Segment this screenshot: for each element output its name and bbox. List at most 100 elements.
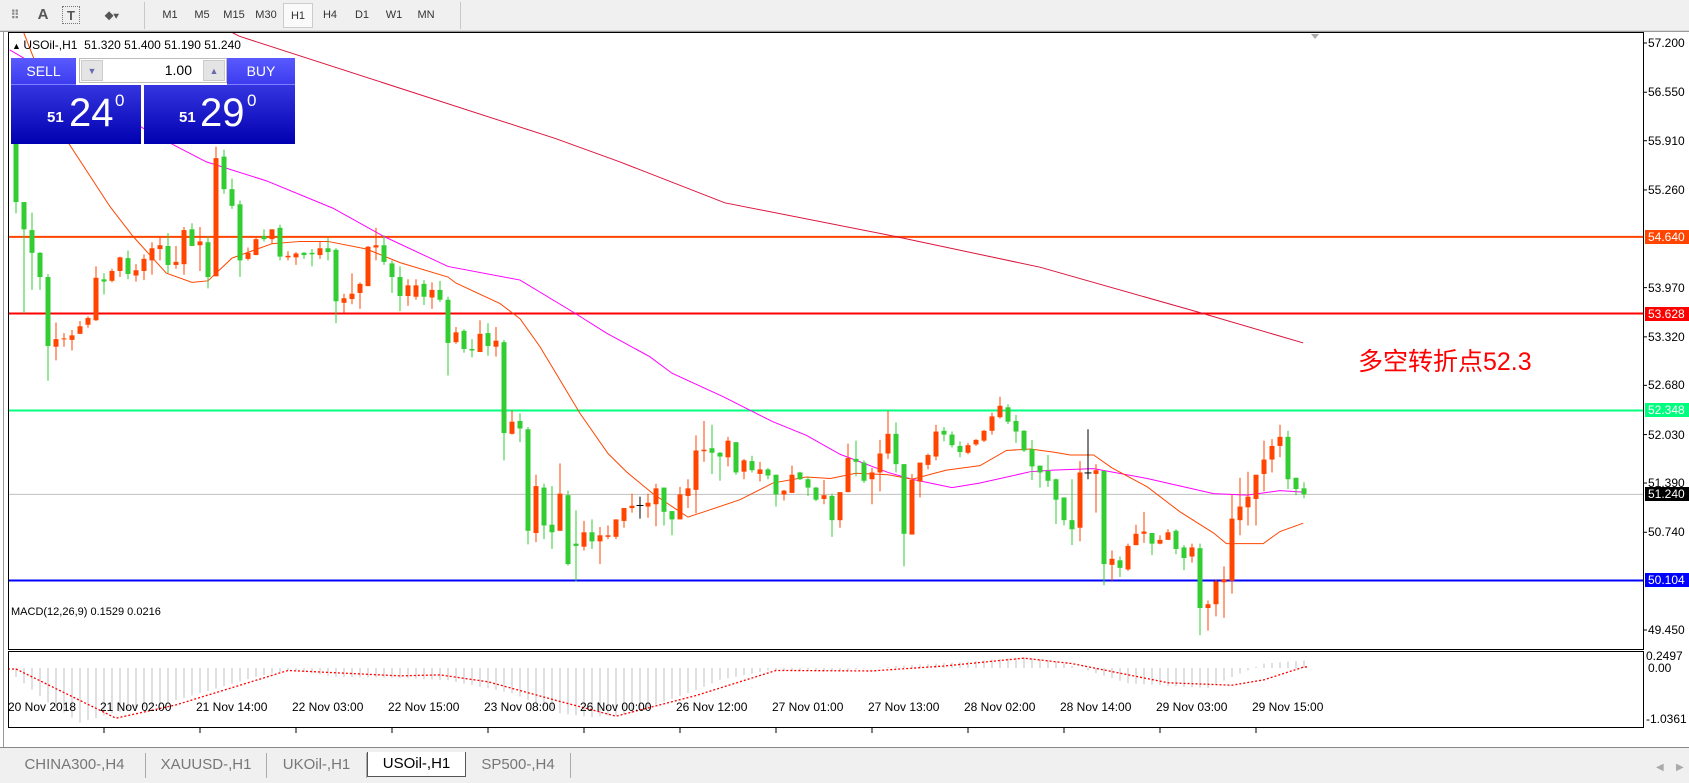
timeframe-m15-button[interactable]: M15: [223, 9, 245, 21]
time-axis-label: 23 Nov 08:00: [484, 700, 556, 714]
candle-body: [1021, 430, 1027, 451]
candle-body: [445, 299, 451, 343]
tab-ukoil-h1[interactable]: UKOil-,H1: [267, 753, 367, 778]
candle-body: [589, 532, 595, 542]
time-axis-label: 22 Nov 03:00: [292, 700, 364, 714]
shapes-dropdown-icon[interactable]: ⬥▾: [104, 8, 120, 22]
timeframe-m5-button[interactable]: M5: [194, 9, 210, 21]
candle-body: [1141, 531, 1147, 534]
time-axis-label: 22 Nov 15:00: [388, 700, 460, 714]
candle: [1165, 529, 1171, 540]
timeframe-mn-button[interactable]: MN: [417, 9, 435, 21]
sell-price-prefix: 51: [47, 109, 64, 126]
candle: [733, 442, 739, 475]
candle: [381, 235, 387, 265]
text-icon[interactable]: A: [37, 6, 49, 23]
candle: [765, 467, 771, 480]
candle-body: [1173, 530, 1179, 549]
tab-sp500-h4[interactable]: SP500-,H4: [466, 753, 571, 778]
candle: [1117, 556, 1123, 577]
candle-body: [245, 252, 251, 259]
candle-body: [733, 442, 739, 473]
price-line-marker: 50.104: [1645, 573, 1689, 588]
candle: [581, 520, 587, 551]
candle: [285, 251, 291, 261]
candle-body: [1277, 436, 1283, 446]
candle: [1277, 424, 1283, 458]
timeframe-m1-button[interactable]: M1: [162, 9, 178, 21]
candle-body: [1261, 459, 1267, 474]
candle: [605, 525, 611, 540]
chart-annotation-text[interactable]: 多空转折点52.3: [1358, 348, 1532, 376]
candle: [413, 279, 419, 300]
timeframe-m30-button[interactable]: M30: [255, 9, 277, 21]
candle: [1237, 477, 1243, 536]
toolbar-separator: [144, 2, 145, 29]
price-line-marker: 52.348: [1645, 403, 1689, 418]
candle: [797, 471, 803, 481]
candle: [85, 316, 91, 328]
candle-body: [133, 270, 139, 276]
price-line-marker: 54.640: [1645, 229, 1689, 244]
candle-body: [709, 448, 715, 453]
lot-increase-button[interactable]: ▲: [203, 60, 225, 81]
fibonacci-icon[interactable]: ⠿: [10, 8, 20, 22]
candle-body: [285, 255, 291, 258]
timeframe-h4-button[interactable]: H4: [322, 9, 338, 21]
candle: [45, 274, 51, 381]
text-label-icon[interactable]: T: [62, 6, 80, 24]
candle: [725, 436, 731, 467]
buy-price-prefix: 51: [179, 109, 196, 126]
scroll-left-icon[interactable]: ◀: [1656, 762, 1664, 773]
toolbar-separator: [460, 2, 461, 29]
tab-china300-h4[interactable]: CHINA300-,H4: [4, 753, 146, 778]
candle: [1269, 439, 1275, 473]
candle-body: [221, 156, 227, 190]
candle: [805, 476, 811, 496]
timeframe-d1-button[interactable]: D1: [354, 9, 370, 21]
candle-body: [21, 202, 27, 230]
candle-body: [1117, 560, 1123, 568]
candle-body: [421, 283, 427, 297]
candle-body: [109, 270, 115, 281]
candle: [909, 473, 915, 535]
buy-button[interactable]: BUY: [227, 58, 295, 85]
candle: [469, 339, 475, 358]
timeframe-w1-button[interactable]: W1: [385, 9, 403, 21]
price-axis-label: 55.910: [1648, 133, 1685, 148]
candle-body: [1013, 420, 1019, 432]
candle: [1253, 474, 1259, 526]
candle-body: [101, 279, 107, 282]
candle: [741, 458, 747, 480]
price-axis-label: 55.260: [1648, 182, 1685, 197]
lot-size-input[interactable]: ▼ 1.00 ▲: [79, 58, 227, 83]
candle-body: [1221, 579, 1227, 583]
buy-price-box[interactable]: 51 29 0: [144, 85, 295, 144]
candle: [133, 264, 139, 282]
candle-body: [29, 230, 35, 253]
candle: [636, 496, 644, 519]
candle: [485, 323, 491, 356]
candle: [1084, 429, 1092, 480]
candle-body: [909, 480, 915, 535]
candle-body: [557, 493, 563, 531]
timeframe-h1-button[interactable]: H1: [283, 3, 313, 28]
candle-body: [397, 277, 403, 296]
time-axis-label: 21 Nov 14:00: [196, 700, 268, 714]
tab-usoil-h1[interactable]: USOil-,H1: [367, 752, 466, 777]
moving-average-slow-line: [232, 33, 1304, 344]
lot-decrease-button[interactable]: ▼: [81, 60, 103, 81]
candle: [61, 333, 67, 347]
candle: [309, 249, 315, 267]
candle-body: [253, 239, 259, 256]
candle-body: [149, 248, 155, 261]
candle: [813, 486, 819, 502]
candle-body: [381, 245, 387, 262]
sell-price-box[interactable]: 51 24 0: [11, 85, 141, 144]
scroll-right-icon[interactable]: ▶: [1676, 762, 1684, 773]
time-axis-label: 26 Nov 00:00: [580, 700, 652, 714]
candle: [1029, 439, 1035, 481]
sell-button[interactable]: SELL: [11, 58, 76, 85]
candle-body: [477, 333, 483, 353]
tab-xauusd-h1[interactable]: XAUUSD-,H1: [146, 753, 267, 778]
